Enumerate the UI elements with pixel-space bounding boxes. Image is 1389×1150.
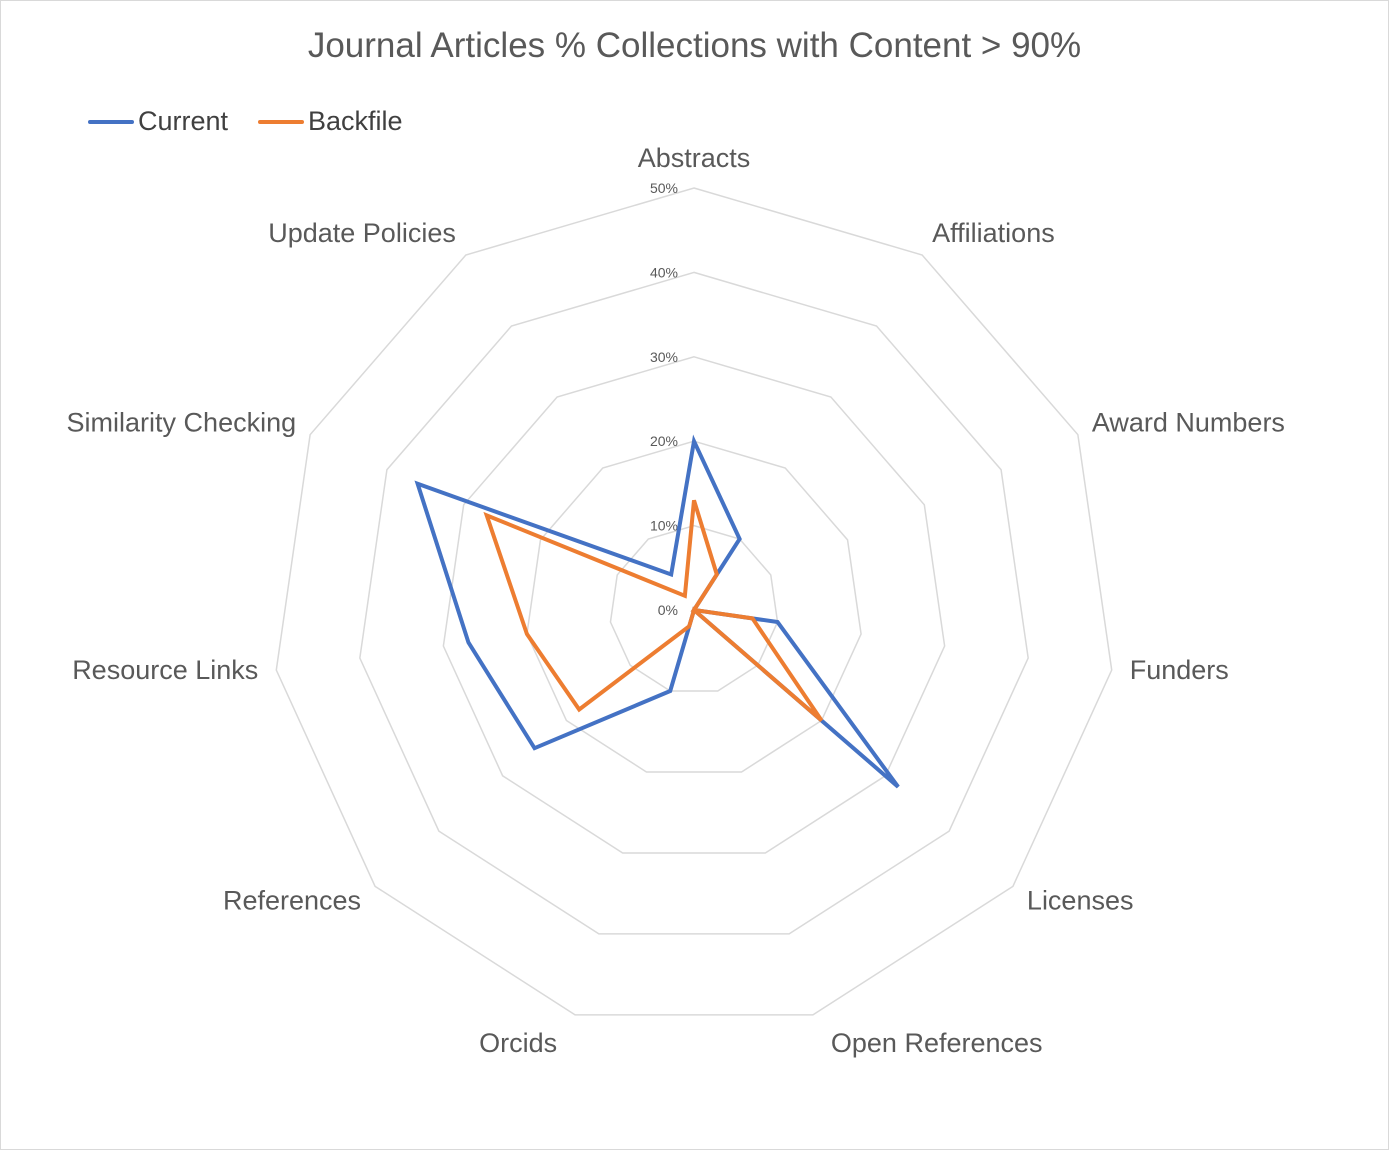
grid-ring-3 <box>442 356 946 854</box>
tick-label: 10% <box>650 518 678 534</box>
legend: Current Backfile <box>88 106 433 137</box>
legend-swatch-backfile <box>258 119 305 124</box>
category-label: Abstracts <box>638 143 751 173</box>
legend-label-current: Current <box>138 106 229 136</box>
tick-label: 40% <box>650 264 678 280</box>
category-label: Open References <box>831 1028 1043 1058</box>
tick-label: 20% <box>650 433 678 449</box>
legend-item-backfile: Backfile <box>258 106 403 137</box>
category-label: Orcids <box>479 1028 557 1058</box>
category-label: Licenses <box>1027 885 1134 915</box>
category-label: Award Numbers <box>1092 408 1285 438</box>
tick-label: 30% <box>650 349 678 365</box>
category-label: Funders <box>1130 655 1229 685</box>
grid-ring-4 <box>359 271 1029 935</box>
category-label: Resource Links <box>72 655 258 685</box>
legend-swatch-current <box>88 119 134 124</box>
chart-title: Journal Articles % Collections with Cont… <box>307 26 1082 65</box>
legend-label-backfile: Backfile <box>308 106 403 136</box>
category-label: References <box>223 885 361 915</box>
tick-label: 0% <box>658 602 678 618</box>
tick-label: 50% <box>650 180 678 196</box>
category-label: Affiliations <box>932 218 1055 248</box>
grid-ring-5 <box>275 187 1113 1016</box>
legend-item-current: Current <box>88 106 228 137</box>
category-label: Update Policies <box>268 218 456 248</box>
grid-ring-2 <box>526 440 862 773</box>
category-label: Similarity Checking <box>67 408 297 438</box>
series-line-backfile <box>483 499 824 723</box>
